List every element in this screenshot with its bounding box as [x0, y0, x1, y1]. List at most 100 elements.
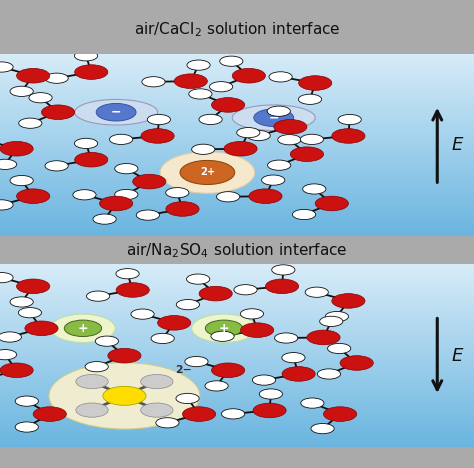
Circle shape	[174, 74, 207, 88]
Circle shape	[338, 115, 361, 124]
Circle shape	[301, 398, 324, 408]
Circle shape	[234, 285, 257, 295]
Circle shape	[305, 287, 328, 297]
Circle shape	[42, 105, 75, 119]
Circle shape	[307, 330, 340, 345]
Text: +: +	[219, 322, 229, 335]
Text: 2+: 2+	[200, 168, 215, 177]
Circle shape	[0, 62, 13, 72]
Circle shape	[282, 352, 305, 363]
Circle shape	[182, 407, 216, 421]
Circle shape	[274, 119, 307, 134]
Circle shape	[49, 363, 200, 429]
Circle shape	[75, 65, 108, 80]
Circle shape	[187, 60, 210, 70]
Circle shape	[116, 283, 149, 297]
Circle shape	[299, 76, 332, 90]
Circle shape	[74, 51, 98, 61]
Circle shape	[75, 153, 108, 167]
Circle shape	[147, 115, 171, 124]
Circle shape	[205, 381, 228, 391]
Circle shape	[319, 316, 343, 327]
Circle shape	[217, 192, 240, 202]
Circle shape	[199, 114, 222, 124]
Circle shape	[211, 98, 245, 112]
Circle shape	[211, 331, 234, 341]
Circle shape	[185, 357, 208, 367]
Circle shape	[232, 68, 265, 83]
Text: +: +	[78, 322, 88, 335]
Circle shape	[74, 139, 98, 148]
Circle shape	[240, 309, 264, 319]
Circle shape	[86, 291, 109, 301]
Circle shape	[166, 202, 199, 216]
Circle shape	[292, 209, 316, 219]
Circle shape	[45, 161, 68, 171]
Circle shape	[0, 141, 33, 156]
Circle shape	[220, 56, 243, 66]
Circle shape	[240, 323, 273, 337]
Text: −: −	[111, 106, 121, 119]
Circle shape	[253, 403, 286, 418]
Circle shape	[93, 214, 116, 224]
Circle shape	[282, 366, 315, 381]
Circle shape	[265, 279, 299, 293]
Circle shape	[166, 188, 189, 198]
Circle shape	[73, 190, 96, 200]
Circle shape	[141, 129, 174, 143]
Circle shape	[141, 403, 173, 417]
Circle shape	[278, 135, 301, 145]
Circle shape	[252, 375, 275, 385]
Circle shape	[76, 403, 108, 417]
Circle shape	[259, 389, 283, 399]
Circle shape	[199, 286, 232, 301]
Circle shape	[211, 363, 245, 378]
Text: −: −	[268, 111, 279, 124]
Circle shape	[191, 144, 215, 154]
Circle shape	[0, 350, 17, 360]
Text: $E$: $E$	[451, 136, 464, 154]
Circle shape	[237, 128, 260, 138]
Circle shape	[45, 73, 68, 83]
Circle shape	[274, 333, 298, 343]
Circle shape	[328, 344, 351, 354]
Circle shape	[17, 279, 50, 293]
Circle shape	[205, 320, 243, 336]
Circle shape	[267, 160, 291, 170]
Circle shape	[0, 272, 13, 283]
Circle shape	[136, 210, 159, 220]
Circle shape	[15, 422, 38, 432]
Circle shape	[25, 321, 58, 336]
Circle shape	[76, 374, 108, 389]
Circle shape	[269, 72, 292, 82]
Circle shape	[299, 94, 322, 104]
Circle shape	[103, 387, 146, 405]
Circle shape	[133, 174, 166, 189]
Circle shape	[303, 184, 326, 194]
Circle shape	[85, 362, 108, 372]
Circle shape	[317, 369, 340, 379]
Ellipse shape	[75, 99, 157, 125]
Circle shape	[15, 396, 38, 406]
Circle shape	[17, 68, 50, 83]
Circle shape	[300, 134, 323, 145]
Circle shape	[323, 407, 356, 421]
Circle shape	[108, 348, 141, 363]
Circle shape	[221, 409, 245, 419]
Circle shape	[187, 274, 210, 284]
Text: $E$: $E$	[451, 347, 464, 365]
Circle shape	[315, 196, 348, 211]
Circle shape	[96, 103, 136, 121]
Circle shape	[115, 190, 138, 200]
Circle shape	[325, 311, 348, 322]
Circle shape	[311, 424, 334, 434]
Circle shape	[332, 293, 365, 308]
Circle shape	[131, 309, 154, 319]
Circle shape	[10, 297, 33, 307]
Circle shape	[51, 314, 115, 343]
Circle shape	[267, 106, 291, 117]
Circle shape	[0, 332, 21, 342]
Circle shape	[156, 417, 179, 428]
Circle shape	[224, 141, 257, 156]
Circle shape	[115, 163, 138, 174]
